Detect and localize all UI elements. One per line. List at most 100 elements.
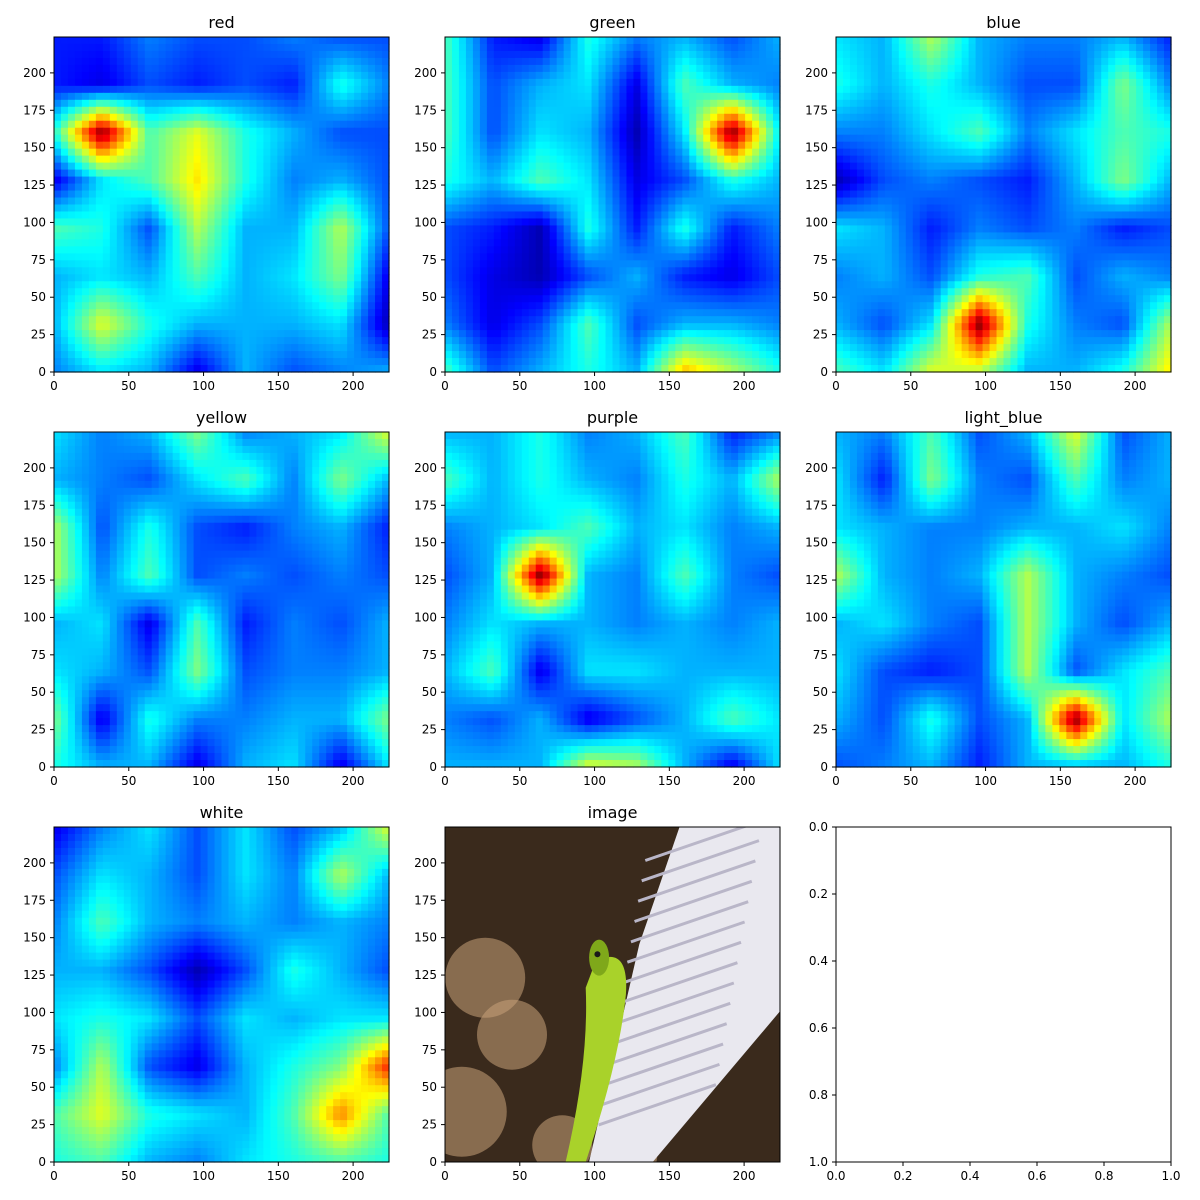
heatmap-cell xyxy=(773,260,781,268)
heatmap-cell xyxy=(166,323,174,331)
heatmap-cell xyxy=(536,156,544,164)
heatmap-cell xyxy=(703,253,711,261)
heatmap-cell xyxy=(256,302,264,310)
heatmap-cell xyxy=(543,156,551,164)
heatmap-cell xyxy=(1136,51,1144,59)
heatmap-cell xyxy=(89,37,97,45)
heatmap-cell xyxy=(277,253,285,261)
heatmap-cell xyxy=(857,51,865,59)
heatmap-cell xyxy=(724,344,732,352)
heatmap-cell xyxy=(647,135,655,143)
heatmap-cell xyxy=(187,184,195,192)
heatmap-cell xyxy=(82,142,90,150)
heatmap-cell xyxy=(228,309,236,317)
heatmap-cell xyxy=(61,205,69,213)
heatmap-cell xyxy=(89,281,97,289)
heatmap-cell xyxy=(270,149,278,157)
heatmap-cell xyxy=(1052,58,1060,66)
heatmap-cell xyxy=(277,246,285,254)
heatmap-cell xyxy=(766,246,774,254)
heatmap-cell xyxy=(710,246,718,254)
heatmap-cell xyxy=(159,100,167,108)
heatmap-cell xyxy=(626,100,634,108)
heatmap-cell xyxy=(215,323,223,331)
heatmap-cell xyxy=(326,281,334,289)
heatmap-cell xyxy=(654,316,662,324)
heatmap-cell xyxy=(571,316,579,324)
heatmap-cell xyxy=(194,44,202,52)
heatmap-cell xyxy=(452,128,460,136)
heatmap-cell xyxy=(564,170,572,178)
heatmap-cell xyxy=(445,184,453,192)
heatmap-cell xyxy=(159,205,167,213)
heatmap-cell xyxy=(466,274,474,282)
heatmap-cell xyxy=(773,232,781,240)
heatmap-cell xyxy=(696,288,704,296)
heatmap-cell xyxy=(222,44,230,52)
heatmap-cell xyxy=(976,79,984,87)
heatmap-cell xyxy=(173,100,181,108)
heatmap-cell xyxy=(110,121,118,129)
heatmap-cell xyxy=(138,239,146,247)
heatmap-cell xyxy=(508,128,516,136)
heatmap-cell xyxy=(689,72,697,80)
heatmap-cell xyxy=(222,163,230,171)
heatmap-cell xyxy=(640,128,648,136)
heatmap-cell xyxy=(1038,58,1046,66)
heatmap-cell xyxy=(89,93,97,101)
heatmap-cell xyxy=(668,309,676,317)
heatmap-cell xyxy=(710,170,718,178)
heatmap-cell xyxy=(235,37,243,45)
heatmap-cell xyxy=(501,288,509,296)
heatmap-cell xyxy=(571,163,579,171)
heatmap-cell xyxy=(242,344,250,352)
heatmap-cell xyxy=(494,211,502,219)
heatmap-cell xyxy=(613,295,621,303)
heatmap-cell xyxy=(466,114,474,122)
heatmap-cell xyxy=(724,274,732,282)
heatmap-cell xyxy=(228,72,236,80)
heatmap-cell xyxy=(668,239,676,247)
heatmap-cell xyxy=(187,149,195,157)
heatmap-cell xyxy=(347,184,355,192)
heatmap-cell xyxy=(235,135,243,143)
heatmap-cell xyxy=(145,218,153,226)
heatmap-cell xyxy=(270,225,278,233)
heatmap-cell xyxy=(564,128,572,136)
heatmap-cell xyxy=(131,337,139,345)
heatmap-cell xyxy=(529,184,537,192)
heatmap-cell xyxy=(773,358,781,366)
heatmap-cell xyxy=(445,316,453,324)
heatmap-cell xyxy=(599,170,607,178)
heatmap-cell xyxy=(731,274,739,282)
heatmap-cell xyxy=(934,79,942,87)
heatmap-cell xyxy=(633,149,641,157)
heatmap-cell xyxy=(452,205,460,213)
heatmap-cell xyxy=(738,58,746,66)
heatmap-cell xyxy=(173,51,181,59)
heatmap-cell xyxy=(752,295,760,303)
heatmap-cell xyxy=(1101,44,1109,52)
heatmap-cell xyxy=(647,142,655,150)
heatmap-cell xyxy=(222,156,230,164)
heatmap-cell xyxy=(640,100,648,108)
heatmap-cell xyxy=(89,225,97,233)
heatmap-cell xyxy=(152,128,160,136)
heatmap-cell xyxy=(522,156,530,164)
heatmap-cell xyxy=(368,65,376,73)
heatmap-cell xyxy=(661,128,669,136)
heatmap-cell xyxy=(54,253,62,261)
heatmap-cell xyxy=(529,288,537,296)
heatmap-cell xyxy=(452,121,460,129)
heatmap-cell xyxy=(557,330,565,338)
heatmap-cell xyxy=(131,253,139,261)
y-tick-label: 150 xyxy=(414,141,437,155)
heatmap-cell xyxy=(152,302,160,310)
heatmap-cell xyxy=(89,100,97,108)
heatmap-cell xyxy=(305,288,313,296)
heatmap-cell xyxy=(606,72,614,80)
heatmap-cell xyxy=(738,51,746,59)
heatmap-cell xyxy=(766,260,774,268)
heatmap-cell xyxy=(752,198,760,206)
heatmap-cell xyxy=(249,58,257,66)
